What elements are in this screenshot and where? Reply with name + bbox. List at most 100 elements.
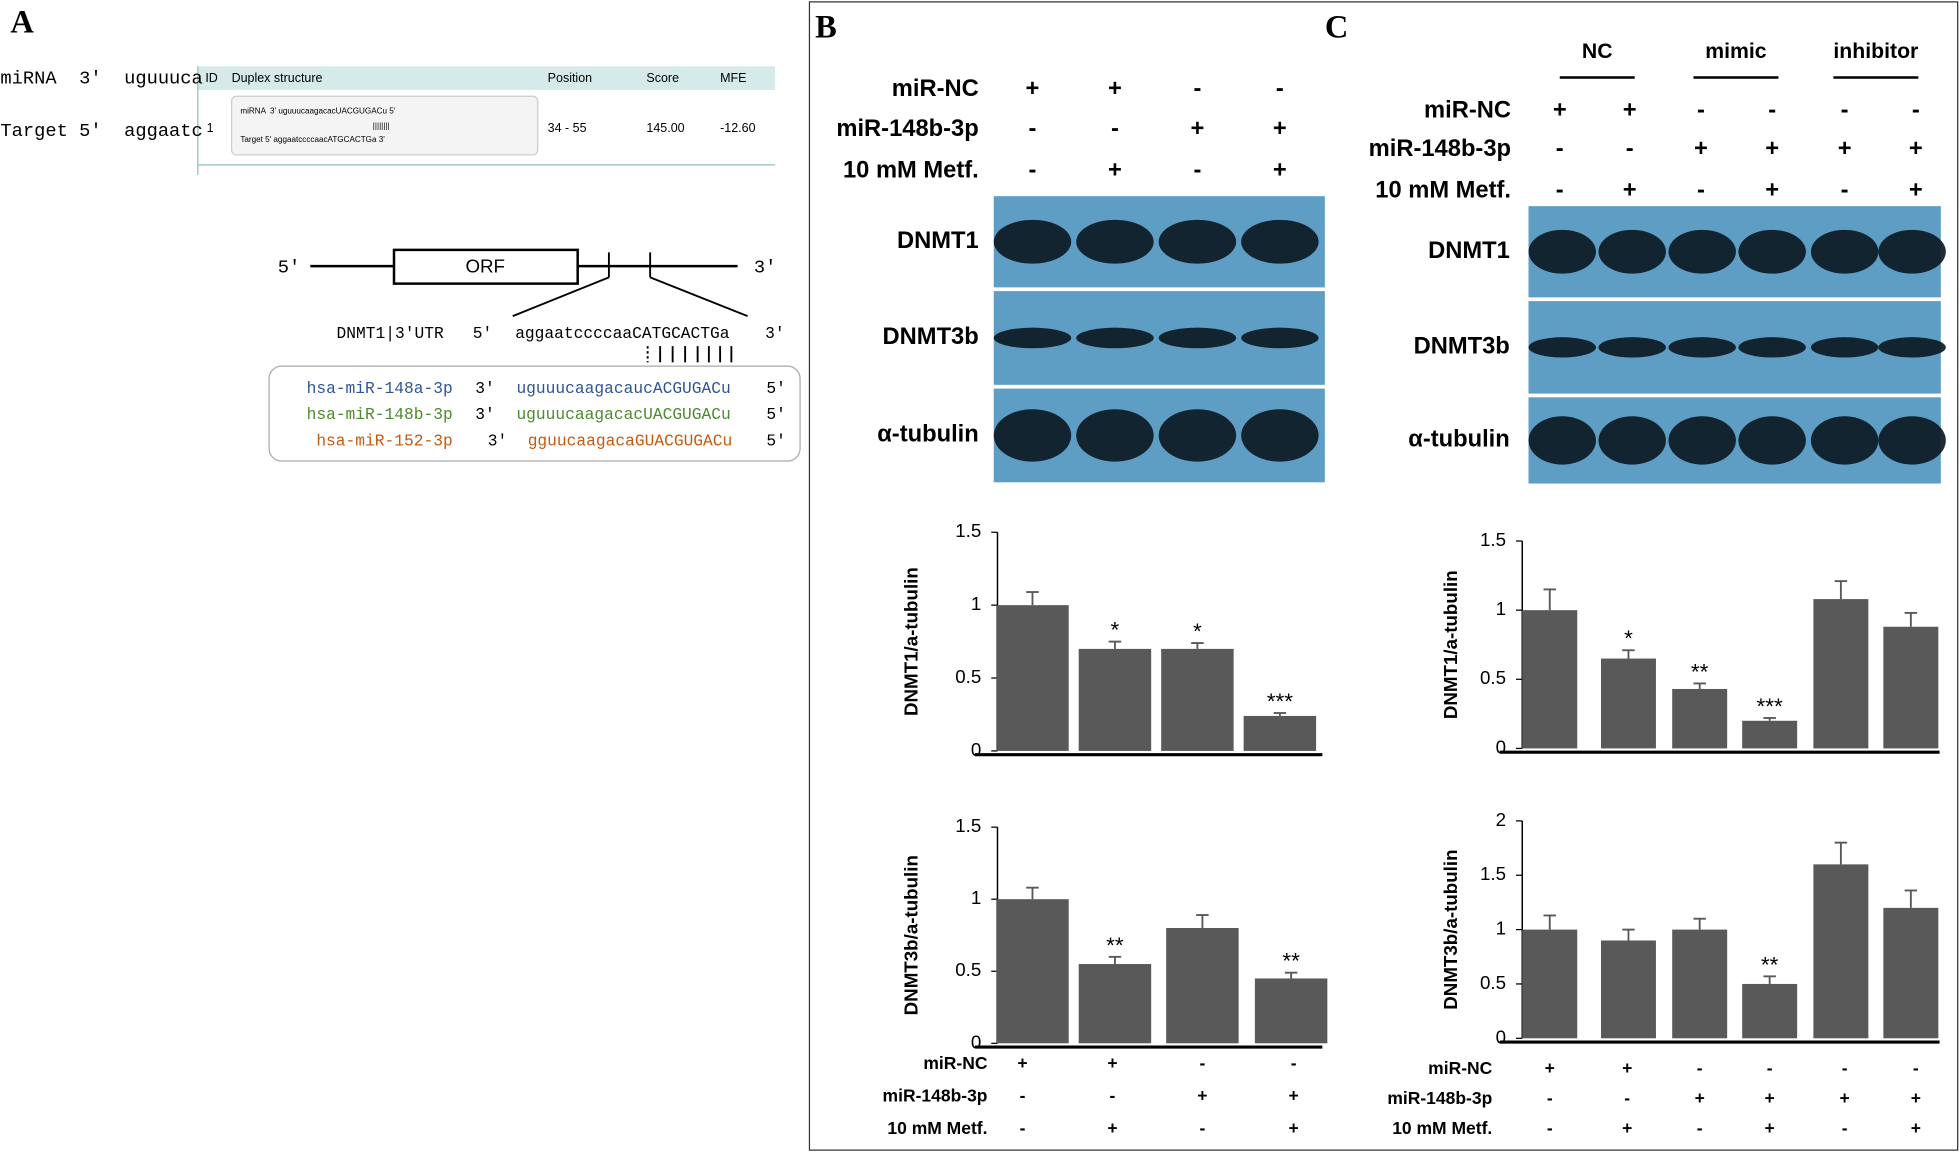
condition-sign: + [1273, 157, 1287, 183]
band [1076, 409, 1154, 462]
bar [1600, 940, 1656, 1039]
band [1810, 337, 1879, 358]
y-tick-label: 0.5 [955, 666, 981, 687]
condition-name: miR-148b-3p [1369, 136, 1511, 162]
band [1738, 337, 1806, 358]
band [1241, 327, 1319, 349]
significance: ** [1691, 659, 1709, 684]
orf-box [392, 248, 579, 285]
bar [1243, 715, 1317, 751]
bar [1600, 658, 1656, 749]
condition-sign: - [1110, 1086, 1116, 1106]
error-bar [1108, 640, 1122, 649]
y-axis-label: DNMT1/a-tubulin [900, 567, 921, 716]
end-label: 5' [766, 379, 786, 398]
error-bar [1026, 591, 1039, 606]
utr-sequence: aggaatccccaaCATGCACTGa [515, 324, 730, 343]
y-tick-label: 1 [1496, 598, 1506, 619]
significance: *** [1267, 689, 1294, 714]
duplex-box [230, 95, 539, 156]
condition-name: 10 mM Metf. [1375, 177, 1511, 203]
band [1528, 337, 1596, 358]
end-label: 5' [278, 256, 301, 278]
condition-sign: - [1193, 157, 1201, 183]
band [1878, 337, 1946, 358]
band [1076, 219, 1154, 264]
error-bar [1543, 588, 1557, 611]
condition-sign: - [1842, 1118, 1848, 1138]
condition-sign: - [1841, 177, 1849, 203]
blot-label: α-tubulin [877, 422, 979, 448]
error-bar [1026, 886, 1039, 900]
bar [1813, 864, 1869, 1039]
bar [1742, 720, 1798, 749]
band [993, 409, 1072, 462]
y-tick-label: 0 [1496, 736, 1506, 757]
error-bar [1622, 649, 1635, 659]
band [1598, 416, 1666, 465]
condition-sign: + [1553, 97, 1567, 123]
table-header: Position [548, 71, 592, 85]
table-cell: 145.00 [646, 121, 684, 135]
error-bar [1622, 928, 1635, 941]
condition-sign: + [1838, 136, 1852, 162]
y-tick-label: 1.5 [1480, 863, 1506, 884]
condition-name: miR-148b-3p [836, 116, 978, 142]
condition-name: 10 mM Metf. [843, 157, 979, 183]
condition-sign: - [1556, 177, 1564, 203]
duplex-line: Target 5' aggaatccccaacATGCACTGa 3' [240, 135, 385, 144]
y-axis-label: DNMT3b/a-tubulin [900, 855, 921, 1015]
condition-name: miR-148b-3p [883, 1086, 988, 1106]
panel-frame [808, 1, 1959, 1151]
condition-name: 10 mM Metf. [887, 1118, 987, 1138]
condition-sign: + [1909, 136, 1923, 162]
pairing-marks [646, 346, 733, 363]
mirna-seq: uguuucaagacaucACGUGACu [516, 379, 730, 398]
panel-label: C [1325, 9, 1348, 45]
orf-label: ORF [465, 255, 505, 276]
band [1810, 229, 1879, 274]
condition-sign: + [1765, 177, 1779, 203]
y-tick-label: 1.5 [1480, 529, 1506, 550]
condition-sign: + [1909, 177, 1923, 203]
band [1528, 229, 1596, 274]
band [1878, 229, 1946, 274]
table-header-bg [197, 66, 776, 90]
bar [1742, 983, 1798, 1039]
condition-sign: - [1626, 136, 1634, 162]
band [1738, 416, 1806, 465]
bar [996, 899, 1069, 1044]
y-tick-label: 1 [971, 887, 981, 908]
bar [1254, 978, 1328, 1044]
condition-sign: + [1623, 177, 1637, 203]
error-bar [1904, 889, 1918, 908]
condition-sign: + [1911, 1118, 1921, 1138]
table-header: ID [205, 71, 217, 85]
condition-sign: - [1556, 136, 1564, 162]
blot-label: DNMT3b [883, 324, 979, 350]
condition-name: miR-NC [923, 1053, 987, 1073]
mirna-seq: gguucaagacaGUACGUGACu [528, 431, 733, 450]
condition-sign: + [1623, 97, 1637, 123]
condition-sign: - [1841, 97, 1849, 123]
table-header: Score [646, 71, 679, 85]
bar [1522, 610, 1578, 749]
condition-sign: + [1622, 1058, 1632, 1078]
band [1668, 416, 1736, 465]
band [1668, 337, 1736, 358]
zoom-line [649, 276, 748, 317]
condition-sign: - [1199, 1053, 1205, 1073]
condition-name: miR-NC [892, 76, 979, 102]
error-bar [1191, 642, 1204, 649]
table-cell: 1 [207, 121, 214, 135]
condition-sign: + [1108, 157, 1122, 183]
condition-sign: - [1768, 97, 1776, 123]
y-tick-label: 1 [1496, 918, 1506, 939]
mirna-seq: uguuucaagacacUACGUGACu [516, 405, 730, 424]
table-header: Duplex structure [232, 71, 323, 85]
mirna-box [268, 365, 801, 462]
error-bar [1108, 955, 1122, 965]
condition-sign: + [1026, 76, 1040, 102]
significance: ** [1282, 949, 1300, 974]
end-label: 5' [766, 431, 786, 450]
